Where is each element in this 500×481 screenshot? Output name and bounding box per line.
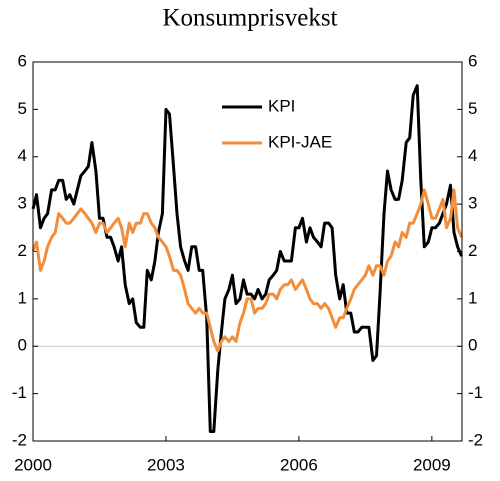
y-tick-label: 0	[18, 336, 27, 355]
y-tick-label: 4	[18, 146, 27, 165]
y-tick-label: -2	[12, 430, 27, 449]
legend-label: KPI-JAE	[268, 132, 332, 151]
y-tick-label: 6	[18, 51, 27, 70]
y-tick-label: 2	[18, 241, 27, 260]
y2-tick-label: 0	[468, 336, 477, 355]
x-tick-label: 2006	[280, 455, 318, 474]
y-tick-label: 1	[18, 288, 27, 307]
x-tick-label: 2000	[14, 455, 52, 474]
series-line	[31, 84, 463, 433]
chart-title: Konsumprisvekst	[163, 5, 338, 32]
y2-tick-label: 6	[468, 51, 477, 70]
x-tick-label: 2009	[413, 455, 451, 474]
y2-tick-label: 2	[468, 241, 477, 260]
y-tick-label: 3	[18, 194, 27, 213]
y-tick-label: 5	[18, 99, 27, 118]
y2-tick-label: 5	[468, 99, 477, 118]
plot-frame	[32, 61, 463, 442]
legend-label: KPI	[268, 96, 295, 115]
x-tick-label: 2003	[147, 455, 185, 474]
y2-tick-label: 4	[468, 146, 477, 165]
series-line	[31, 188, 463, 353]
y2-tick-label: -1	[468, 383, 483, 402]
y2-tick-label: 3	[468, 194, 477, 213]
y2-tick-label: 1	[468, 288, 477, 307]
y2-tick-label: -2	[468, 430, 483, 449]
y-tick-label: -1	[12, 383, 27, 402]
